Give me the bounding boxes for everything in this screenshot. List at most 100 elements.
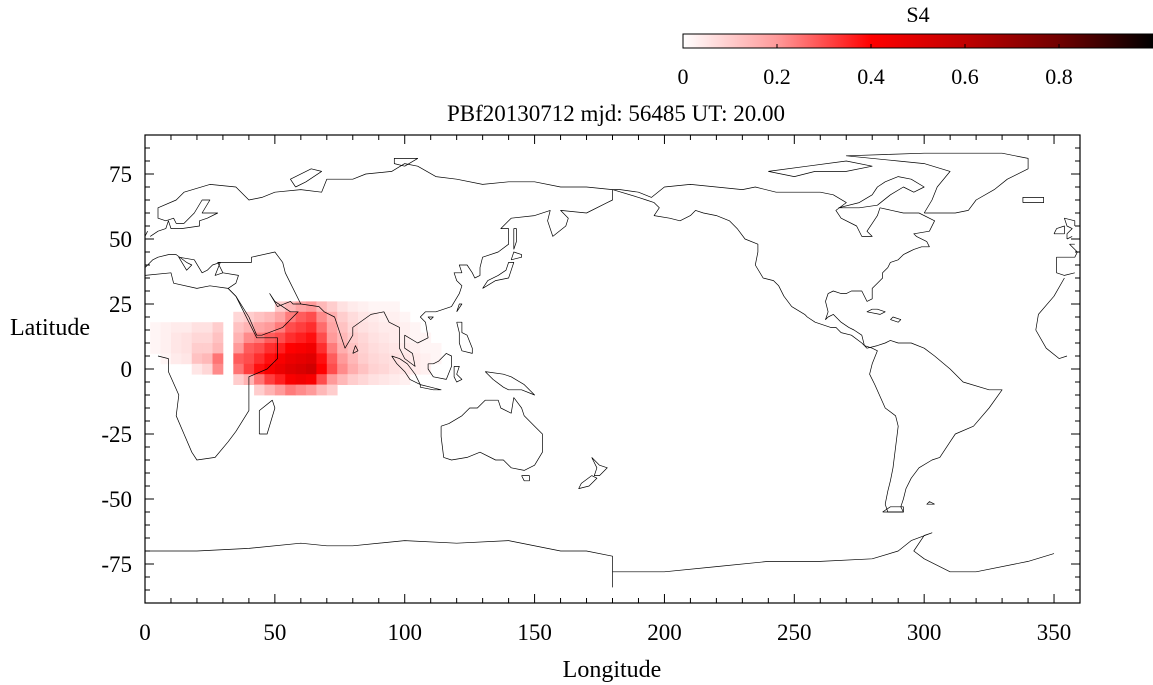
heatmap-cell (306, 343, 317, 354)
heatmap-cell (389, 311, 400, 323)
y-tick-label: 50 (109, 227, 132, 252)
heatmap-cell (357, 311, 369, 323)
heatmap-cells (150, 301, 442, 396)
heatmap-cell (316, 384, 328, 396)
heatmap-cell (326, 384, 338, 396)
heatmap-cell (337, 363, 348, 375)
heatmap-cell (202, 353, 213, 365)
heatmap-cell (378, 363, 390, 375)
heatmap-cell (285, 311, 297, 323)
heatmap-cell (285, 322, 297, 333)
coastline (1066, 236, 1073, 240)
heatmap-cell (181, 332, 193, 344)
heatmap-cell (274, 384, 286, 396)
heatmap-cell (295, 374, 307, 385)
heatmap-cell (316, 343, 328, 354)
heatmap-cell (202, 343, 213, 354)
coastline (393, 158, 419, 167)
heatmap-cell (399, 374, 411, 385)
coastline (521, 475, 530, 482)
heatmap-cell (274, 311, 286, 323)
heatmap-cell (337, 301, 348, 313)
heatmap-cell (347, 311, 359, 323)
coastline (1064, 217, 1076, 239)
heatmap-cell (170, 343, 182, 354)
y-tick-label: 25 (109, 292, 132, 317)
heatmap-cell (306, 311, 317, 323)
heatmap-cell (409, 322, 421, 333)
heatmap-cell (306, 353, 317, 365)
heatmap-cell (274, 343, 286, 354)
x-tick-label: 350 (1037, 620, 1072, 645)
heatmap-cell (399, 363, 411, 375)
heatmap-cell (285, 332, 297, 344)
heatmap-cell (316, 322, 328, 333)
x-tick-labels: 0 50 100 150 200 250 300 350 (139, 620, 1071, 645)
heatmap-cell (316, 332, 328, 344)
coastline (1035, 329, 1068, 359)
coastline (150, 163, 613, 367)
heatmap-cell (285, 363, 297, 375)
colorbar (682, 33, 1153, 49)
x-tick-label: 0 (139, 620, 151, 645)
heatmap-cell (326, 332, 338, 344)
coastline (1035, 277, 1065, 331)
heatmap-cell (409, 363, 421, 375)
coastline (352, 345, 359, 354)
coastline (578, 475, 598, 489)
coastline (440, 397, 543, 471)
heatmap-cell (326, 353, 338, 365)
heatmap-cell (378, 332, 390, 344)
coastline (145, 272, 278, 461)
coastline (612, 532, 1055, 573)
heatmap-cell (378, 322, 390, 333)
heatmap-cell (274, 353, 286, 365)
heatmap-cell (295, 384, 307, 396)
heatmap-cell (170, 322, 182, 333)
coastline (419, 384, 442, 391)
heatmap-cell (274, 374, 286, 385)
heatmap-cell (368, 353, 380, 365)
heatmap-cell (347, 332, 359, 344)
heatmap-cell (409, 343, 421, 354)
heatmap-cell (170, 353, 182, 365)
heatmap-cell (264, 322, 276, 333)
heatmap-cell (202, 332, 213, 344)
heatmap-cell (378, 374, 390, 385)
heatmap-cell (337, 353, 348, 365)
y-tick-label: -50 (101, 487, 132, 512)
heatmap-cell (389, 343, 400, 354)
heatmap-cell (233, 353, 245, 365)
colorbar-gradient (682, 33, 1153, 49)
heatmap-cell (326, 301, 338, 313)
y-tick-label: 75 (109, 162, 132, 187)
heatmap-cell (389, 322, 400, 333)
heatmap-cell (191, 332, 203, 344)
heatmap-cell (150, 343, 161, 354)
coastline (482, 262, 515, 289)
y-tick-label: 0 (121, 357, 133, 382)
coastline (1056, 243, 1078, 276)
coastline (926, 501, 935, 505)
heatmap-cell (233, 322, 245, 333)
heatmap-cell (170, 332, 182, 344)
heatmap-cell (357, 332, 369, 344)
heatmap-cell (285, 343, 297, 354)
heatmap-cell (150, 332, 161, 344)
coastline (453, 366, 463, 383)
coastline (145, 540, 613, 588)
heatmap-cell (306, 322, 317, 333)
heatmap-cell (306, 301, 317, 313)
heatmap-cell (243, 363, 255, 375)
heatmap-cell (357, 363, 369, 375)
y-tick-label: -25 (101, 422, 132, 447)
heatmap-cell (254, 343, 265, 354)
heatmap-cell (254, 384, 265, 396)
heatmap-cell (389, 301, 400, 313)
y-tick-label: -75 (101, 552, 132, 577)
heatmap-cell (378, 343, 390, 354)
heatmap-cell (399, 311, 411, 323)
heatmap-cell (316, 353, 328, 365)
heatmap-cell (347, 374, 359, 385)
